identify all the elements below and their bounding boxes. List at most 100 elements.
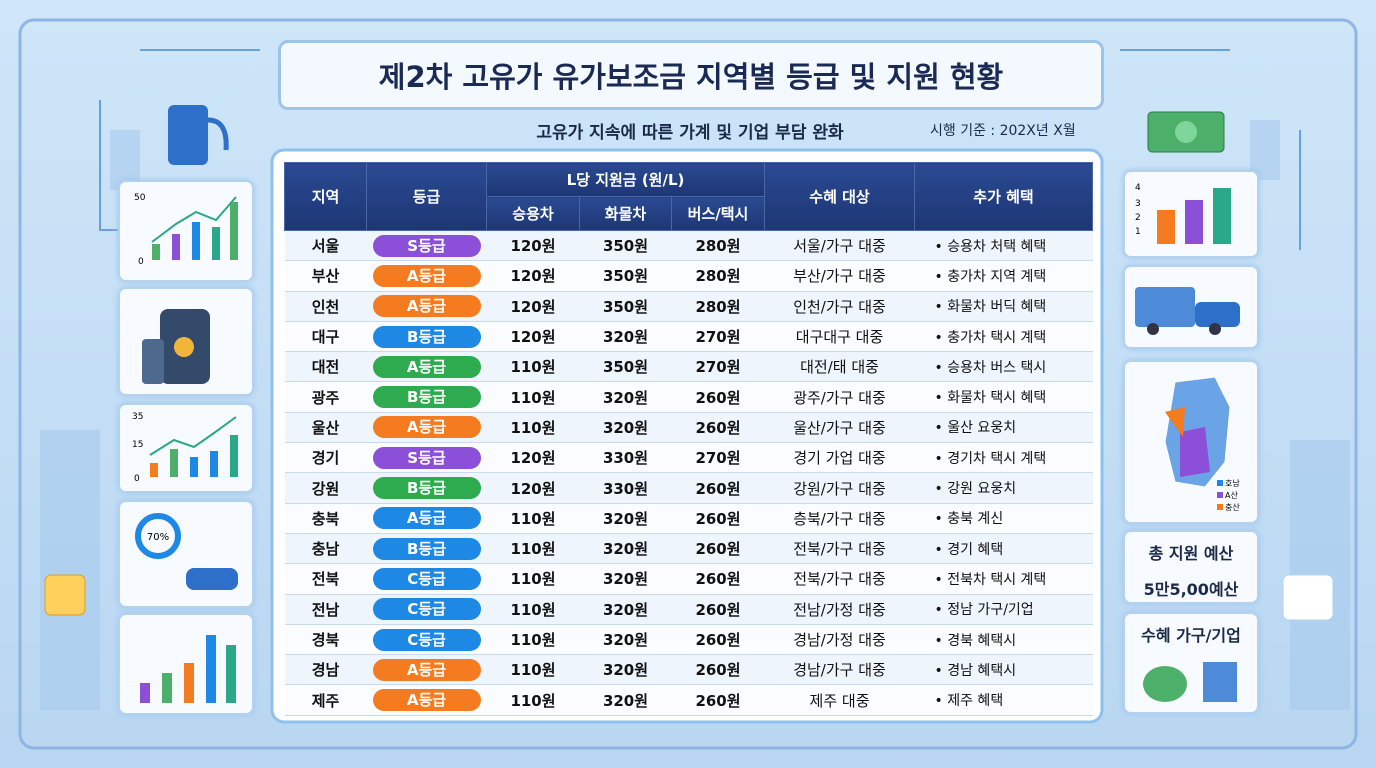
axis-label: 15: [132, 440, 143, 450]
car-cell: 110원: [486, 654, 580, 686]
car-cell: 110원: [486, 351, 580, 383]
car-cell: 110원: [486, 412, 580, 444]
truck-cell: 320원: [579, 594, 672, 625]
truck-cell: 320원: [579, 654, 672, 686]
region-cell: 제주: [284, 684, 367, 716]
car-cell: 110원: [486, 624, 580, 656]
grade-badge: A등급: [372, 416, 481, 439]
bus-cell: 260원: [671, 412, 765, 444]
budget-value: 5만5,00예산: [1143, 580, 1239, 599]
map-panel: 호남 A산 충산: [1123, 360, 1259, 524]
table-row: 충북 A등급 110원 320원 260원 층북/가구 대중 • 충북 계신: [284, 503, 1093, 534]
axis-label: 4: [1135, 183, 1141, 193]
grade-badge: A등급: [372, 295, 481, 318]
car-cell: 120원: [486, 321, 580, 353]
cell: C등급: [366, 594, 487, 625]
col-header: 추가 혜택: [914, 162, 1094, 231]
truck-cell: 320원: [579, 563, 672, 595]
region-cell: 충남: [284, 533, 367, 565]
cell: A등급: [366, 412, 487, 444]
region-cell: 경기: [284, 442, 367, 474]
benefit-cell: • 충가차 지역 계택: [914, 260, 1093, 292]
grade-badge: B등급: [372, 537, 481, 560]
truck-cell: 350원: [579, 260, 672, 292]
car-cell: 120원: [486, 442, 580, 474]
region-cell: 경북: [284, 624, 367, 656]
bus-cell: 260원: [671, 503, 765, 534]
truck-cell: 320원: [579, 684, 672, 716]
axis-label: 0: [134, 474, 140, 484]
target-cell: 제주 대중: [764, 684, 915, 716]
col-header: L당 지원금 (원/L): [485, 162, 766, 197]
table-row: 대구 B등급 120원 320원 270원 대구대구 대중 • 충가차 택시 계택: [284, 321, 1093, 353]
region-cell: 광주: [284, 381, 367, 413]
car-cell: 110원: [486, 684, 580, 716]
car-cell: 110원: [486, 563, 580, 595]
title: 제2차 고유가 유가보조금 지역별 등급 및 지원 현황: [278, 40, 1104, 110]
grade-badge: C등급: [372, 567, 481, 590]
cell: B등급: [366, 472, 487, 504]
grade-badge: A등급: [372, 507, 481, 530]
benefit-cell: • 경기 혜택: [914, 533, 1093, 565]
table-row: 전남 C등급 110원 320원 260원 전남/가정 대중 • 정남 가구/기업: [284, 594, 1093, 625]
target-cell: 부산/가구 대중: [764, 260, 915, 292]
target-cell: 강원/가구 대중: [764, 472, 915, 504]
cell: A등급: [366, 291, 487, 322]
bus-cell: 260원: [671, 684, 765, 716]
benefit-cell: • 승용차 버스 택시: [914, 351, 1093, 383]
truck-icon: [1123, 265, 1259, 349]
truck-cell: 330원: [579, 442, 672, 474]
cell: B등급: [366, 381, 487, 413]
target-cell: 대구대구 대중: [764, 321, 915, 353]
cell: A등급: [366, 654, 487, 686]
target-cell: 경기 가업 대중: [764, 442, 915, 474]
target-cell: 경남/가구 대중: [764, 654, 915, 686]
grade-badge: C등급: [372, 628, 481, 651]
budget-panel: 총 지원 예산 5만5,00예산: [1123, 530, 1259, 604]
table-row: 대전 A등급 110원 350원 270원 대전/태 대중 • 승용차 버스 택시: [284, 351, 1093, 383]
target-cell: 전북/가구 대중: [764, 533, 915, 565]
region-cell: 서울: [284, 230, 367, 262]
car-cell: 110원: [486, 381, 580, 413]
mini-chart: 50 0: [118, 180, 254, 282]
region-cell: 대구: [284, 321, 367, 353]
truck-cell: 320원: [579, 321, 672, 353]
table-row: 울산 A등급 110원 320원 260원 울산/가구 대중 • 울산 요웅치: [284, 412, 1093, 444]
bus-cell: 270원: [671, 351, 765, 383]
table-row: 제주 A등급 110원 320원 260원 제주 대중 • 제주 혜택: [284, 684, 1093, 716]
benefit-cell: • 울산 요웅치: [914, 412, 1093, 444]
car-cell: 120원: [486, 260, 580, 292]
grade-badge: A등급: [372, 658, 481, 681]
cell: C등급: [366, 563, 487, 595]
region-cell: 울산: [284, 412, 367, 444]
date-note: 시행 기준 : 202X년 X월: [930, 123, 1076, 139]
bus-cell: 270원: [671, 442, 765, 474]
table-row: 경남 A등급 110원 320원 260원 경남/가구 대중 • 경남 혜택시: [284, 654, 1093, 686]
benefit-cell: • 승용차 처택 혜택: [914, 230, 1093, 262]
region-cell: 인천: [284, 291, 367, 322]
col-header: 버스/택시: [670, 196, 766, 231]
bus-cell: 260원: [671, 624, 765, 656]
legend-label: A산: [1225, 490, 1238, 500]
cell: A등급: [366, 503, 487, 534]
region-cell: 충북: [284, 503, 367, 534]
region-cell: 강원: [284, 472, 367, 504]
budget-title: 총 지원 예산: [1148, 544, 1234, 563]
region-cell: 전북: [284, 563, 367, 595]
subtitle: 고유가 지속에 따른 가계 및 기업 부담 완화: [536, 123, 844, 143]
grade-badge: C등급: [372, 598, 481, 621]
cell: S등급: [366, 442, 487, 474]
target-cell: 층북/가구 대중: [764, 503, 915, 534]
bus-cell: 260원: [671, 654, 765, 686]
region-cell: 부산: [284, 260, 367, 292]
bus-cell: 260원: [671, 594, 765, 625]
target-cell: 인천/가구 대중: [764, 291, 915, 322]
truck-cell: 320원: [579, 503, 672, 534]
cell: A등급: [366, 684, 487, 716]
target-cell: 전남/가정 대중: [764, 594, 915, 625]
bus-cell: 260원: [671, 381, 765, 413]
benefit-cell: • 충북 계신: [914, 503, 1093, 534]
table-row: 광주 B등급 110원 320원 260원 광주/가구 대중 • 화물차 택시 혜택: [284, 381, 1093, 413]
subsidy-table: 지역 등급 L당 지원금 (원/L) 수혜 대상 추가 혜택 승용차 화물차 버스/택시 서…: [284, 162, 1094, 716]
